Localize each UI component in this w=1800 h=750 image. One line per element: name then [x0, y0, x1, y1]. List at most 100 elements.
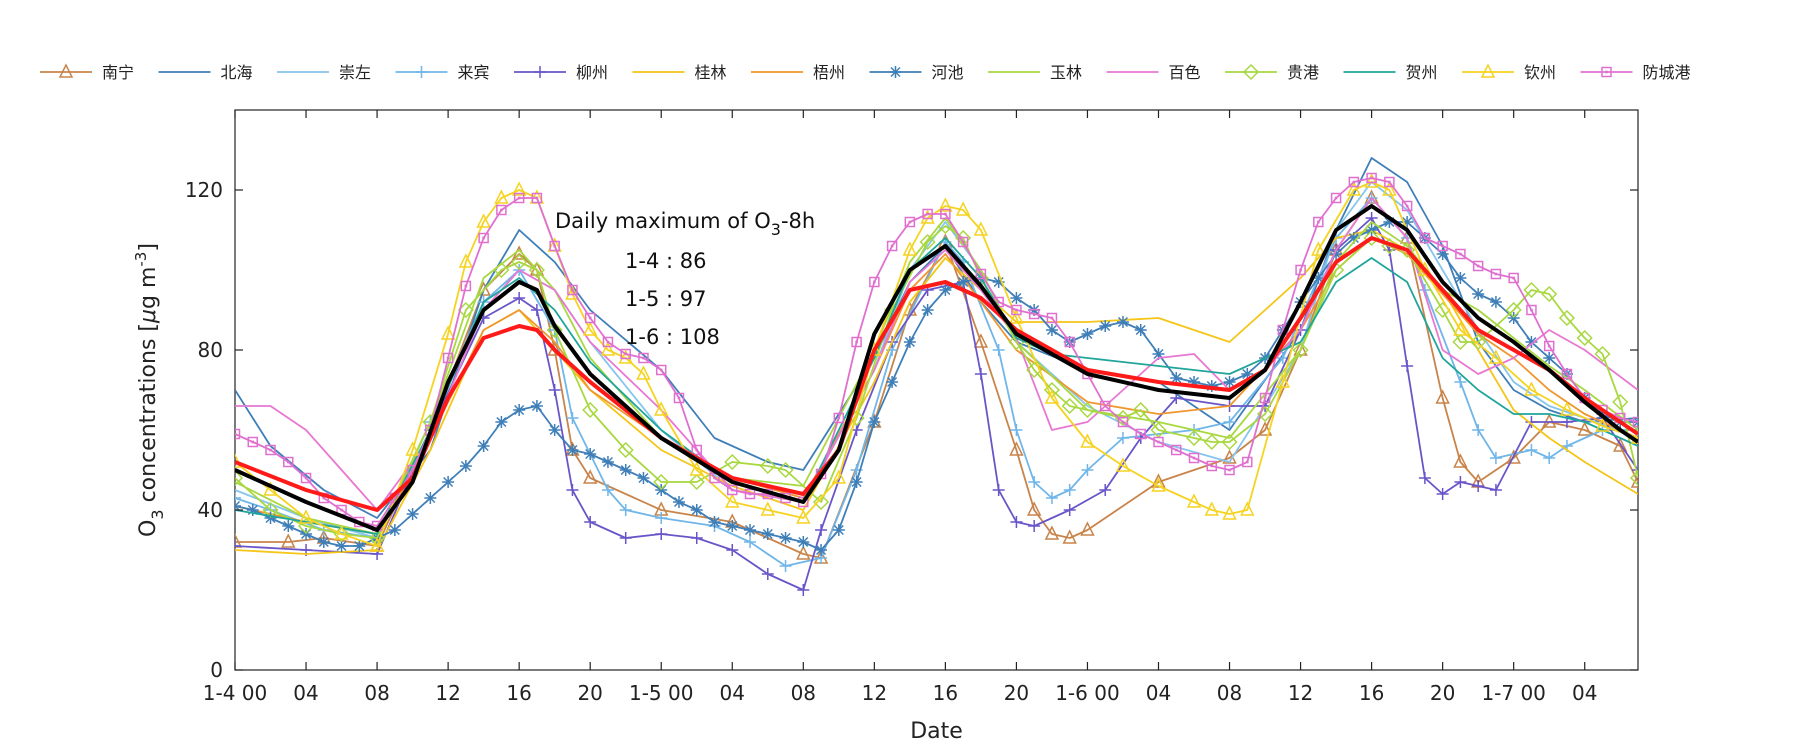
data-point-dot [1103, 404, 1107, 408]
legend-item: 河池 [869, 63, 964, 82]
data-point-dot [517, 196, 521, 200]
data-point [1009, 441, 1024, 456]
data-point [815, 544, 828, 556]
data-point-dot [1494, 272, 1498, 276]
data-point [1188, 452, 1200, 464]
data-point [1632, 416, 1638, 428]
data-point-dot [748, 492, 752, 496]
x-tick-label: 16 [506, 681, 531, 705]
data-point-dot [304, 476, 308, 480]
data-point [1063, 484, 1076, 496]
data-point [1221, 433, 1238, 451]
annotation-title-prefix: Daily maximum of O [555, 209, 771, 233]
data-point [619, 464, 632, 476]
data-point [1151, 473, 1166, 488]
data-point [1453, 321, 1468, 336]
legend-label: 来宾 [458, 63, 490, 82]
legend-label: 梧州 [813, 63, 845, 82]
data-point-dot [235, 432, 237, 436]
data-point [235, 428, 241, 440]
data-point [1543, 340, 1555, 352]
data-point [424, 492, 437, 504]
data-point [1384, 176, 1395, 188]
data-point [513, 404, 526, 416]
data-point [831, 469, 847, 484]
data-point [1346, 181, 1362, 196]
data-point [1630, 429, 1638, 444]
data-point-dot [1370, 176, 1373, 180]
data-point-dot [340, 508, 343, 512]
legend-item: 百色 [1106, 63, 1201, 82]
data-point [973, 221, 989, 236]
legend-label: 贵港 [1287, 63, 1319, 82]
data-point [334, 525, 349, 540]
data-point [1295, 264, 1306, 276]
data-point [744, 524, 757, 536]
data-point [618, 349, 633, 364]
data-point [1010, 424, 1023, 436]
data-point [1453, 453, 1468, 468]
data-point [1080, 433, 1095, 448]
x-tick-label: 08 [364, 681, 389, 705]
data-point [1241, 368, 1254, 380]
data-point [1419, 232, 1431, 244]
data-point [1026, 501, 1042, 516]
legend-item: 崇左 [277, 63, 371, 82]
x-tick-label: 20 [1430, 681, 1455, 705]
x-axis-label: Date [910, 719, 963, 744]
data-point [1223, 376, 1236, 388]
data-point [992, 484, 1005, 496]
data-point-dot [393, 496, 397, 500]
data-point [654, 401, 669, 416]
data-point [1489, 296, 1502, 308]
data-point [619, 504, 632, 516]
legend-item: 梧州 [751, 63, 845, 82]
data-point [1418, 472, 1431, 484]
data-point [672, 496, 685, 508]
data-point-dot [1121, 420, 1125, 424]
data-point [442, 352, 454, 364]
series-line [235, 197, 1638, 567]
data-point [655, 364, 667, 376]
data-point [477, 440, 490, 452]
data-point [709, 472, 720, 484]
data-point [939, 284, 952, 296]
data-point [955, 201, 971, 216]
data-point-dot [535, 196, 539, 200]
data-point [1292, 341, 1309, 359]
data-point [1541, 285, 1558, 303]
data-point [1489, 484, 1502, 496]
data-point [1116, 432, 1129, 444]
legend-item: 钦州 [1462, 63, 1556, 82]
series-line [235, 237, 1638, 535]
data-point [300, 472, 312, 484]
data-point [1045, 492, 1058, 504]
data-point [235, 540, 241, 552]
series-line [235, 237, 1638, 535]
data-point [1454, 476, 1467, 488]
data-point-dot [624, 352, 628, 356]
data-point [779, 560, 792, 572]
data-point [1454, 272, 1467, 284]
data-point [1523, 281, 1540, 299]
legend-label: 钦州 [1524, 63, 1556, 82]
data-point [1629, 469, 1638, 487]
x-tick-label: 04 [293, 681, 318, 705]
y-label-mu: μ [136, 309, 161, 324]
data-point [1455, 248, 1466, 260]
data-point [566, 484, 579, 496]
data-point [1472, 480, 1485, 492]
data-point-dot [926, 212, 929, 216]
data-point [1259, 392, 1271, 404]
legend-marker [1601, 66, 1612, 78]
data-point [1117, 416, 1129, 428]
data-point [1311, 241, 1326, 256]
legend-item: 贺州 [1343, 63, 1438, 82]
data-point-dot [1618, 416, 1622, 420]
data-point [602, 336, 614, 348]
data-point-dot [997, 300, 1000, 304]
data-point [567, 284, 578, 296]
legend-label: 玉林 [1050, 63, 1082, 82]
x-tick-label: 20 [1004, 681, 1029, 705]
data-point [442, 476, 455, 488]
